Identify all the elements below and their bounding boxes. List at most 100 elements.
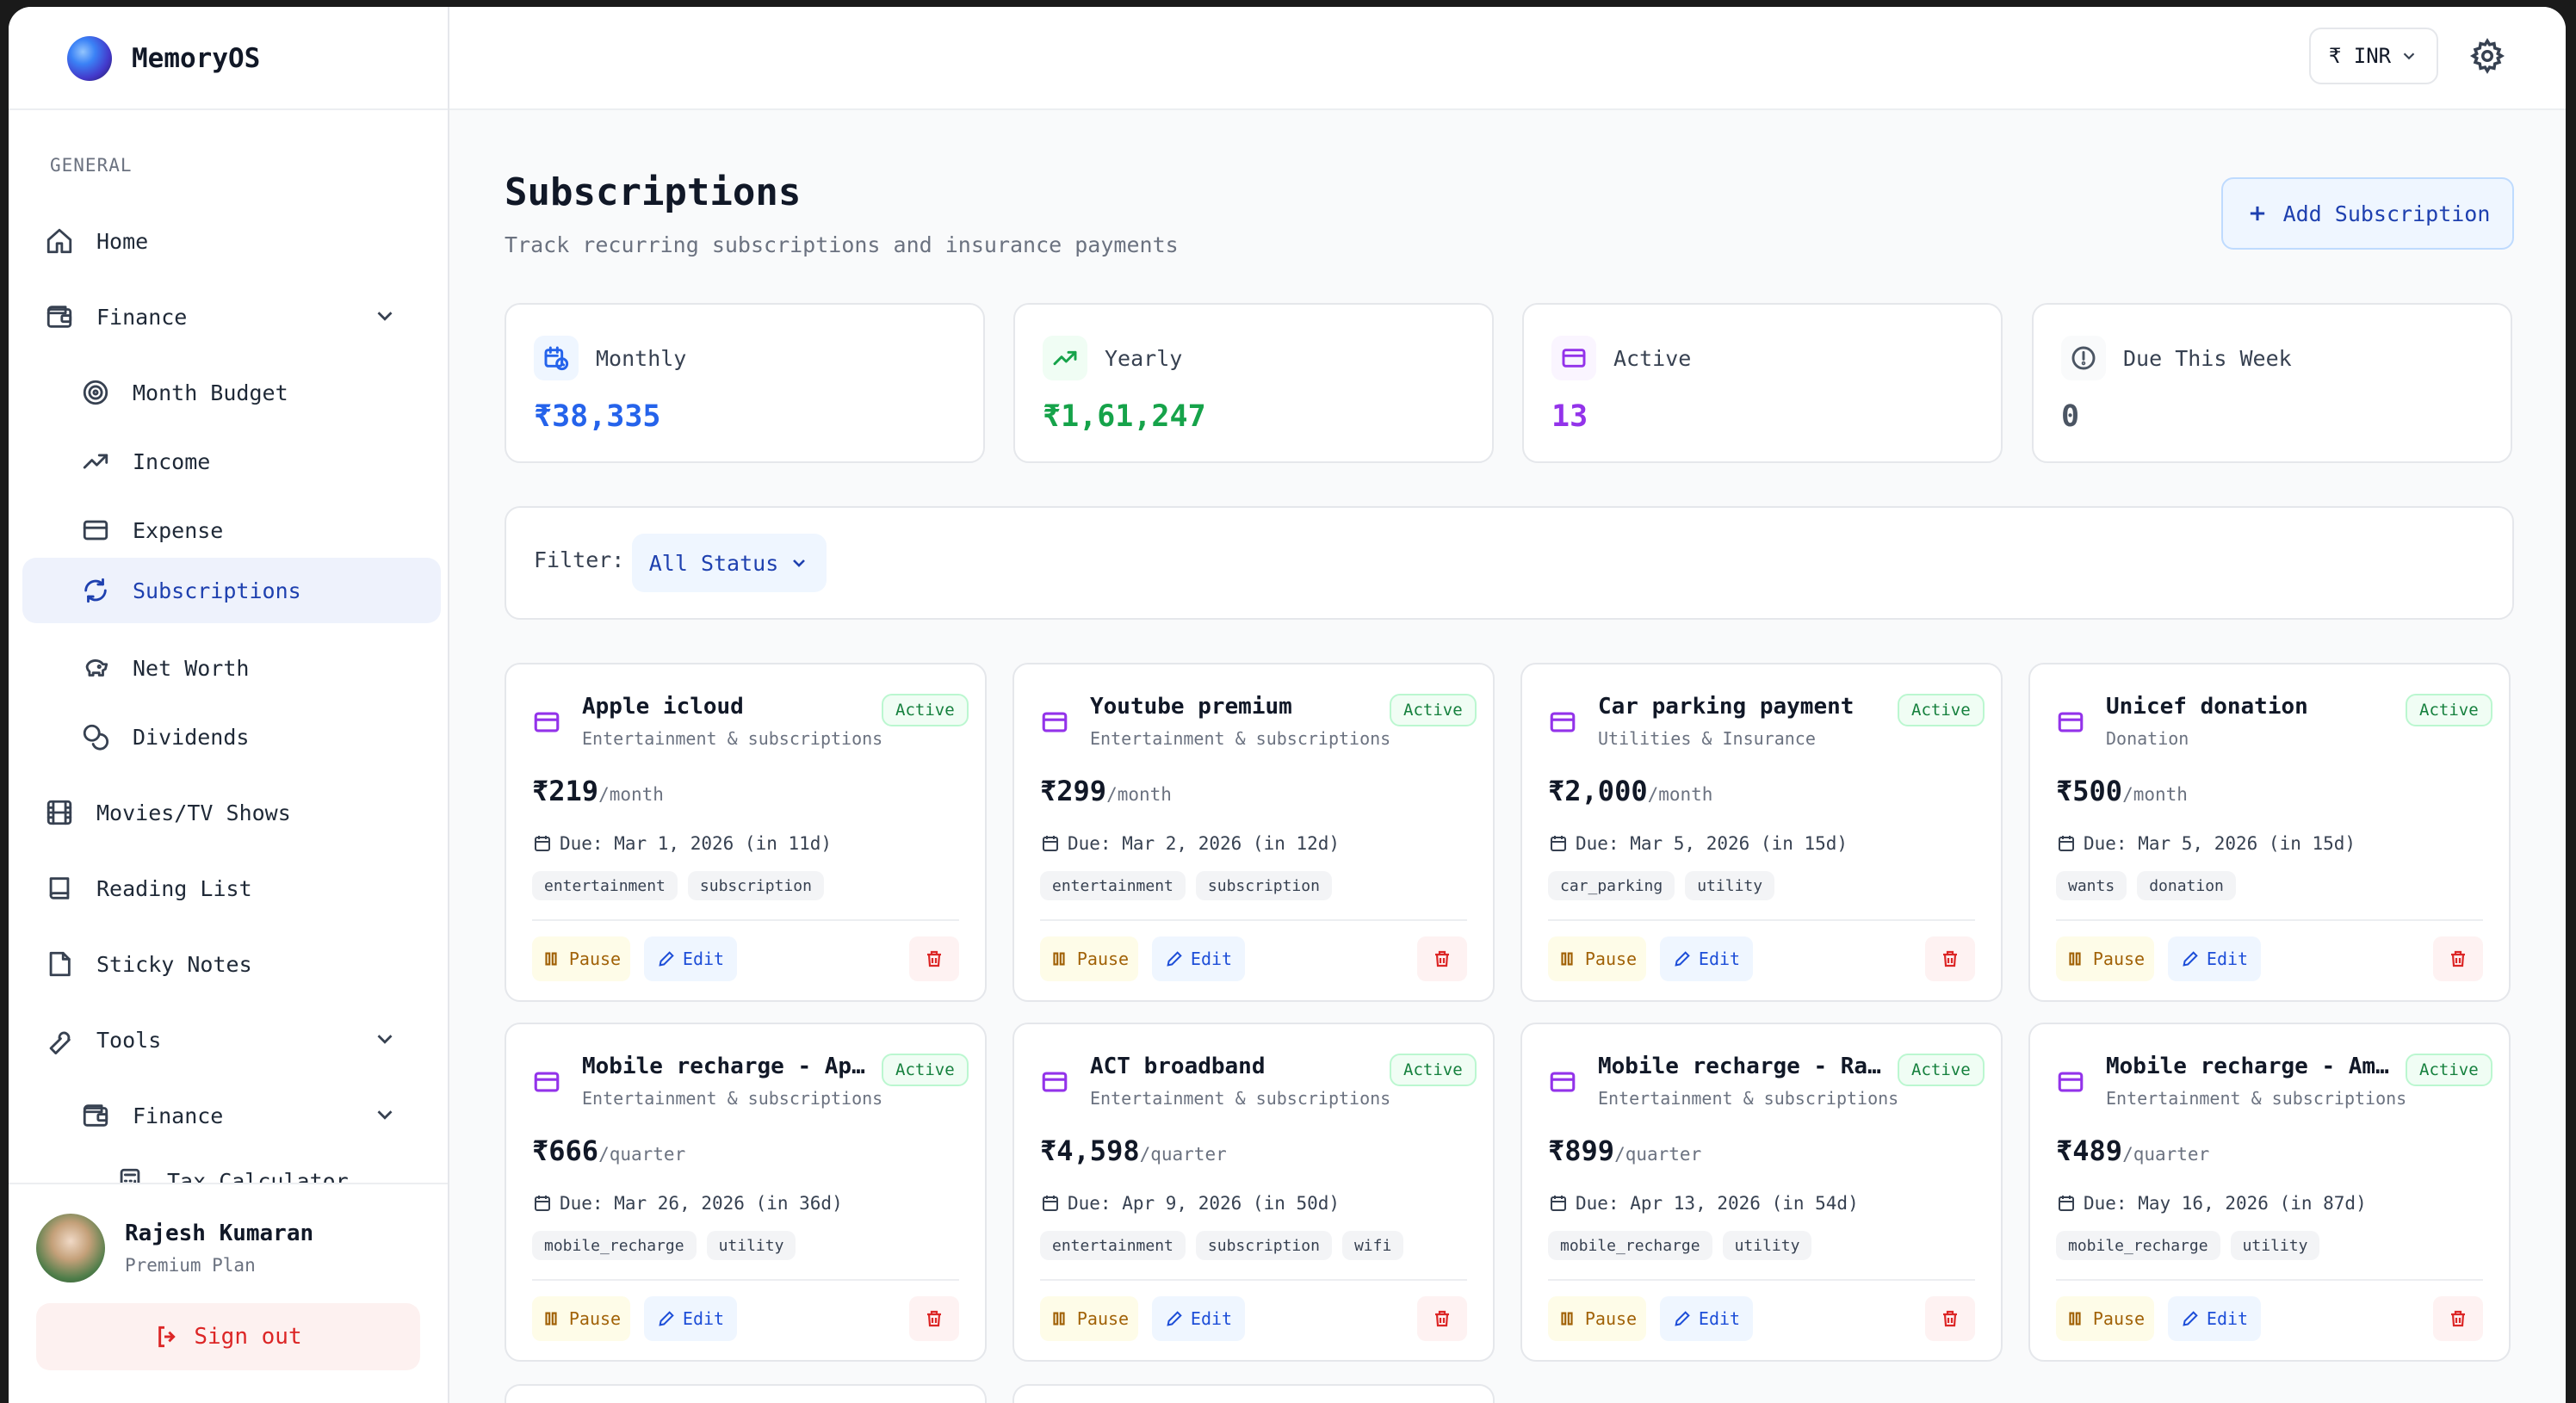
sidebar-item-reading-list[interactable]: Reading List	[43, 856, 413, 921]
sidebar-item-income[interactable]: Income	[79, 429, 424, 494]
sidebar-item-month-budget[interactable]: Month Budget	[79, 360, 424, 425]
tag[interactable]: utility	[1722, 1231, 1812, 1260]
edit-button[interactable]: Edit	[644, 936, 737, 981]
sign-out-label: Sign out	[194, 1324, 302, 1350]
due-date: Due: Mar 26, 2026 (in 36d)	[532, 1193, 843, 1214]
sidebar-item-net-worth[interactable]: Net Worth	[79, 635, 424, 701]
plus-icon	[2250, 206, 2264, 221]
pause-button[interactable]: Pause	[532, 1296, 630, 1341]
sidebar-item-tools-finance[interactable]: Finance	[79, 1083, 430, 1148]
pause-button[interactable]: Pause	[2056, 1296, 2154, 1341]
page-title: Subscriptions	[505, 170, 802, 214]
tag[interactable]: subscription	[1195, 1231, 1332, 1260]
delete-button[interactable]	[1925, 1296, 1975, 1341]
pause-label: Pause	[568, 949, 622, 969]
edit-button[interactable]: Edit	[1152, 1296, 1245, 1341]
tag[interactable]: entertainment	[532, 871, 678, 900]
delete-button[interactable]	[1417, 936, 1467, 981]
edit-button[interactable]: Edit	[1660, 1296, 1753, 1341]
tag[interactable]: car_parking	[1548, 871, 1675, 900]
sidebar-item-home[interactable]: Home	[43, 208, 413, 274]
subscription-card: Mobile recharge - Appa ... Entertainment…	[505, 1023, 987, 1362]
calendar-icon	[1040, 1193, 1068, 1214]
pause-button[interactable]: Pause	[532, 936, 630, 981]
tag[interactable]: mobile_recharge	[532, 1231, 697, 1260]
avatar[interactable]	[36, 1214, 105, 1282]
piggy-bank-icon	[79, 652, 112, 684]
stat-icon-wrap	[534, 336, 579, 380]
sidebar-item-finance[interactable]: Finance	[43, 284, 430, 349]
due-date-text: Due: Mar 2, 2026 (in 12d)	[1068, 833, 1341, 854]
sidebar-item-subscriptions[interactable]: Subscriptions	[22, 558, 441, 623]
pause-button[interactable]: Pause	[1548, 936, 1646, 981]
stat-icon-wrap	[2061, 336, 2106, 380]
gear-icon[interactable]	[2469, 38, 2507, 76]
chevron-down-icon[interactable]	[372, 1102, 399, 1129]
sidebar-item-sticky-notes[interactable]: Sticky Notes	[43, 931, 413, 997]
edit-button[interactable]: Edit	[1152, 936, 1245, 981]
currency-select[interactable]: ₹ INR	[2309, 28, 2438, 84]
edit-button[interactable]: Edit	[644, 1296, 737, 1341]
divider	[1040, 1279, 1467, 1281]
calendar-icon	[532, 833, 560, 854]
chevron-down-icon[interactable]	[372, 1026, 399, 1054]
trash-icon	[2448, 1308, 2468, 1329]
tag[interactable]: entertainment	[1040, 1231, 1186, 1260]
subscription-category: Entertainment & subscriptions	[2106, 1088, 2407, 1109]
amount-period: /quarter	[598, 1144, 686, 1165]
tag[interactable]: mobile_recharge	[2056, 1231, 2220, 1260]
sidebar-item-dividends[interactable]: Dividends	[79, 704, 424, 769]
tag[interactable]: subscription	[687, 871, 824, 900]
tag[interactable]: utility	[706, 1231, 796, 1260]
stat-label: Active	[1613, 346, 1692, 371]
delete-button[interactable]	[1417, 1296, 1467, 1341]
pencil-icon	[1673, 949, 1699, 968]
stat-card-active: Active 13	[1522, 303, 2003, 463]
sidebar-item-movies[interactable]: Movies/TV Shows	[43, 780, 413, 845]
edit-button[interactable]: Edit	[2168, 936, 2261, 981]
delete-button[interactable]	[909, 936, 959, 981]
tag[interactable]: utility	[1685, 871, 1775, 900]
subscription-name: Mobile recharge - Amma ...	[2106, 1054, 2390, 1079]
sign-out-button[interactable]: Sign out	[36, 1303, 420, 1370]
delete-button[interactable]	[909, 1296, 959, 1341]
edit-button[interactable]: Edit	[1660, 936, 1753, 981]
amount-period: /month	[598, 784, 664, 805]
status-badge: Active	[1390, 694, 1477, 726]
divider	[1040, 919, 1467, 921]
stat-card-yearly: Yearly ₹1,61,247	[1013, 303, 1494, 463]
stat-value: 13	[1551, 399, 1588, 434]
pause-label: Pause	[1584, 949, 1638, 969]
tag[interactable]: entertainment	[1040, 871, 1186, 900]
chevron-down-icon[interactable]	[372, 303, 399, 331]
tag[interactable]: utility	[2230, 1231, 2320, 1260]
pencil-icon	[657, 949, 683, 968]
sidebar-item-tools[interactable]: Tools	[43, 1007, 430, 1072]
amount-period: /month	[1106, 784, 1172, 805]
tag[interactable]: mobile_recharge	[1548, 1231, 1712, 1260]
sidebar-item-label: Finance	[96, 304, 188, 330]
sidebar-item-label: Sticky Notes	[96, 951, 252, 977]
delete-button[interactable]	[1925, 936, 1975, 981]
delete-button[interactable]	[2433, 1296, 2483, 1341]
pause-button[interactable]: Pause	[1040, 1296, 1138, 1341]
brand[interactable]: MemoryOS	[9, 7, 448, 110]
trash-icon	[1940, 1308, 1960, 1329]
add-subscription-button[interactable]: Add Subscription	[2221, 177, 2514, 250]
status-filter-select[interactable]: All Status	[632, 534, 827, 592]
pause-button[interactable]: Pause	[2056, 936, 2154, 981]
tag[interactable]: subscription	[1195, 871, 1332, 900]
wallet-icon	[79, 1099, 112, 1132]
tag[interactable]: wifi	[1341, 1231, 1404, 1260]
pause-label: Pause	[1076, 1308, 1130, 1329]
pause-button[interactable]: Pause	[1548, 1296, 1646, 1341]
edit-label: Edit	[2206, 949, 2249, 969]
subscription-card: Unicef donation Donation Active ₹500/mon…	[2028, 663, 2511, 1002]
delete-button[interactable]	[2433, 936, 2483, 981]
sidebar-item-expense[interactable]: Expense	[79, 498, 424, 563]
pause-button[interactable]: Pause	[1040, 936, 1138, 981]
edit-label: Edit	[682, 949, 725, 969]
edit-button[interactable]: Edit	[2168, 1296, 2261, 1341]
tag[interactable]: wants	[2056, 871, 2127, 900]
tag[interactable]: donation	[2137, 871, 2236, 900]
